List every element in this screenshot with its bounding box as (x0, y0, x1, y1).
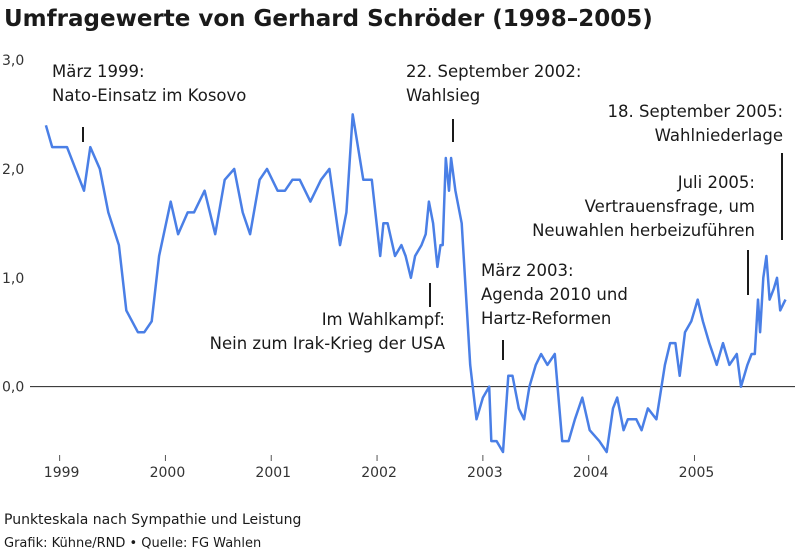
annotation: Hartz-Reformen (481, 309, 611, 328)
y-tick-label: 1,0 (2, 271, 24, 287)
subtitle: Punkteskala nach Sympathie und Leistung (4, 512, 301, 528)
annotation: Vertrauensfrage, um (585, 197, 755, 216)
annotation: Juli 2005: (677, 173, 755, 192)
x-tick-label: 2000 (150, 465, 186, 481)
annotation: März 1999: (52, 62, 145, 81)
annotation: März 2003: (481, 261, 574, 280)
x-tick-label: 2005 (679, 465, 715, 481)
data-line (44, 113, 787, 454)
source: Grafik: Kühne/RND • Quelle: FG Wahlen (4, 536, 261, 551)
y-tick-label: 3,0 (2, 53, 24, 69)
annotation: Neuwahlen herbeizuführen (532, 221, 755, 240)
y-tick-label: 2,0 (2, 162, 24, 178)
annotation: Agenda 2010 und (481, 285, 628, 304)
x-tick-label: 1999 (44, 465, 80, 481)
annotation: Nato-Einsatz im Kosovo (52, 86, 246, 105)
annotation: Wahlsieg (406, 86, 480, 105)
annotation: Im Wahlkampf: (322, 310, 445, 329)
chart-title: Umfragewerte von Gerhard Schröder (1998–… (4, 6, 653, 32)
x-tick-label: 2001 (255, 465, 291, 481)
x-tick-label: 2003 (467, 465, 503, 481)
annotation: 18. September 2005: (608, 102, 783, 121)
annotation: Nein zum Irak-Krieg der USA (210, 334, 446, 353)
annotation-markers (82, 119, 783, 360)
x-tick-label: 2004 (573, 465, 609, 481)
y-tick-label: 0,0 (2, 380, 24, 396)
x-tick-label: 2002 (361, 465, 397, 481)
annotation: Wahlniederlage (655, 126, 783, 145)
annotation: 22. September 2002: (406, 62, 581, 81)
